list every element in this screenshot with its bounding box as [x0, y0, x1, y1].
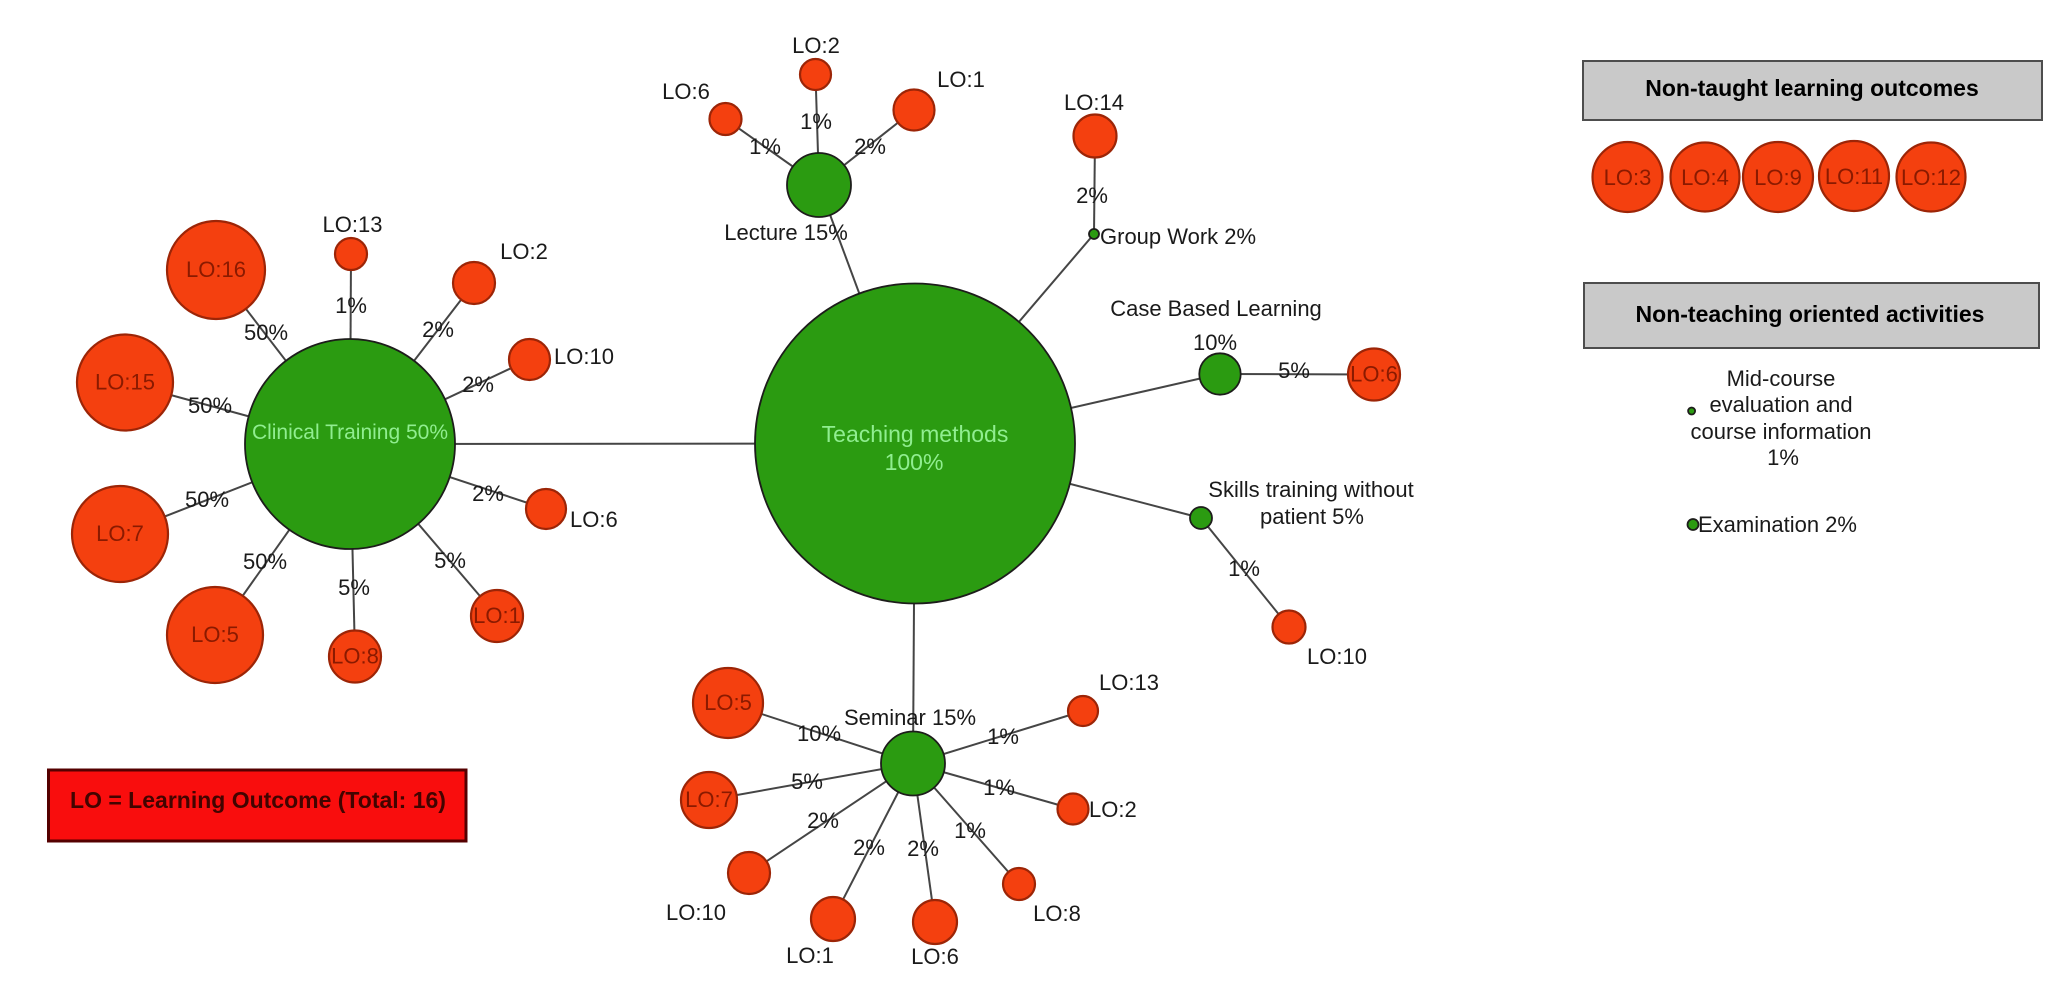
- svg-text:LO:6: LO:6: [662, 79, 710, 104]
- svg-text:LO:10: LO:10: [1307, 644, 1367, 669]
- svg-text:Case Based Learning: Case Based Learning: [1110, 296, 1322, 321]
- svg-text:10%: 10%: [797, 721, 841, 746]
- svg-text:Group Work 2%: Group Work 2%: [1100, 224, 1256, 249]
- svg-text:1%: 1%: [987, 724, 1019, 749]
- svg-text:1%: 1%: [335, 293, 367, 318]
- svg-text:Non-teaching oriented activiti: Non-teaching oriented activities: [1636, 301, 1985, 327]
- svg-text:LO:2: LO:2: [792, 33, 840, 58]
- svg-text:Skills training without: Skills training without: [1208, 477, 1413, 502]
- svg-text:1%: 1%: [749, 134, 781, 159]
- svg-text:LO:4: LO:4: [1681, 165, 1729, 190]
- svg-text:LO:1: LO:1: [937, 67, 985, 92]
- svg-text:50%: 50%: [188, 393, 232, 418]
- svg-text:LO = Learning Outcome (Total:: LO = Learning Outcome (Total: 16): [70, 787, 446, 813]
- svg-text:1%: 1%: [800, 109, 832, 134]
- svg-text:5%: 5%: [338, 575, 370, 600]
- svg-text:LO:6: LO:6: [911, 944, 959, 969]
- svg-text:2%: 2%: [907, 836, 939, 861]
- svg-text:LO:16: LO:16: [186, 257, 246, 282]
- svg-text:Lecture 15%: Lecture 15%: [724, 220, 848, 245]
- svg-text:100%: 100%: [885, 449, 944, 475]
- svg-text:2%: 2%: [462, 372, 494, 397]
- svg-text:LO:6: LO:6: [1350, 362, 1398, 387]
- svg-text:1%: 1%: [954, 818, 986, 843]
- svg-text:LO:2: LO:2: [500, 239, 548, 264]
- svg-text:Mid-course: Mid-course: [1727, 366, 1836, 391]
- svg-text:Clinical Training 50%: Clinical Training 50%: [252, 421, 448, 444]
- svg-text:2%: 2%: [422, 317, 454, 342]
- svg-text:LO:9: LO:9: [1754, 165, 1802, 190]
- svg-text:1%: 1%: [983, 775, 1015, 800]
- svg-text:patient 5%: patient 5%: [1260, 504, 1364, 529]
- svg-text:10%: 10%: [1193, 330, 1237, 355]
- svg-text:LO:12: LO:12: [1901, 165, 1961, 190]
- svg-text:2%: 2%: [807, 808, 839, 833]
- svg-text:LO:8: LO:8: [331, 644, 379, 669]
- svg-text:2%: 2%: [854, 134, 886, 159]
- svg-text:LO:5: LO:5: [704, 690, 752, 715]
- svg-text:1%: 1%: [1228, 556, 1260, 581]
- svg-text:5%: 5%: [1278, 358, 1310, 383]
- svg-text:LO:1: LO:1: [473, 603, 521, 628]
- svg-text:course information: course information: [1691, 419, 1872, 444]
- svg-text:2%: 2%: [1076, 183, 1108, 208]
- svg-text:evaluation and: evaluation and: [1709, 392, 1852, 417]
- svg-text:LO:14: LO:14: [1064, 90, 1124, 115]
- svg-text:50%: 50%: [185, 487, 229, 512]
- svg-text:LO:6: LO:6: [570, 507, 618, 532]
- svg-text:50%: 50%: [243, 549, 287, 574]
- svg-text:LO:13: LO:13: [323, 212, 383, 237]
- svg-text:LO:2: LO:2: [1089, 797, 1137, 822]
- svg-text:LO:15: LO:15: [95, 370, 155, 395]
- svg-text:LO:7: LO:7: [685, 787, 733, 812]
- svg-text:LO:3: LO:3: [1604, 165, 1652, 190]
- svg-text:LO:5: LO:5: [191, 622, 239, 647]
- svg-text:2%: 2%: [853, 835, 885, 860]
- svg-text:LO:1: LO:1: [786, 943, 834, 968]
- svg-text:2%: 2%: [472, 481, 504, 506]
- svg-text:LO:11: LO:11: [1825, 164, 1883, 189]
- svg-text:Seminar 15%: Seminar 15%: [844, 705, 976, 730]
- svg-text:LO:8: LO:8: [1033, 901, 1081, 926]
- svg-text:1%: 1%: [1767, 445, 1799, 470]
- svg-text:Examination 2%: Examination 2%: [1698, 512, 1857, 537]
- svg-text:5%: 5%: [434, 548, 466, 573]
- svg-text:LO:10: LO:10: [666, 900, 726, 925]
- svg-text:50%: 50%: [244, 320, 288, 345]
- svg-text:LO:10: LO:10: [554, 344, 614, 369]
- svg-text:Teaching methods: Teaching methods: [822, 421, 1009, 447]
- svg-text:LO:7: LO:7: [96, 521, 144, 546]
- svg-text:5%: 5%: [791, 769, 823, 794]
- svg-text:Non-taught learning outcomes: Non-taught learning outcomes: [1645, 75, 1979, 101]
- svg-text:LO:13: LO:13: [1099, 670, 1159, 695]
